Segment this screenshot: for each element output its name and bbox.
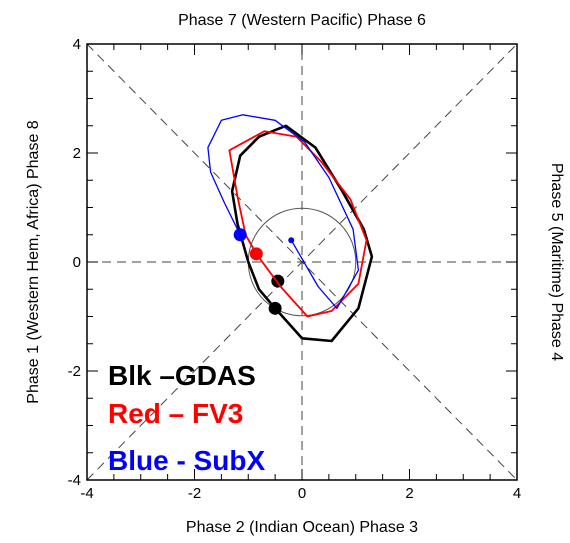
x-tick-label: 4 — [513, 485, 521, 502]
top-phase-label: Phase 7 (Western Pacific) Phase 6 — [178, 12, 426, 29]
y-tick-label: -4 — [68, 472, 81, 489]
x-tick-label: 0 — [298, 485, 306, 502]
axis-ticks: -4 -2 0 2 4 -4 -2 0 2 4 — [68, 36, 522, 502]
series-marker — [268, 301, 282, 315]
x-tick-label: -2 — [188, 485, 201, 502]
legend-subx: Blue - SubX — [108, 445, 265, 476]
series-1 — [228, 130, 368, 318]
series-marker — [249, 247, 263, 261]
series-layer — [207, 114, 374, 343]
series-line — [228, 130, 368, 318]
y-tick-label: 4 — [73, 36, 81, 53]
y-tick-label: 0 — [73, 254, 81, 271]
series-0 — [230, 124, 374, 343]
x-tick-label: 2 — [405, 485, 413, 502]
guide-lines — [86, 43, 518, 481]
legend-gdas: Blk –GDAS — [108, 360, 256, 391]
x-axis-label: Phase 2 (Indian Ocean) Phase 3 — [186, 519, 418, 536]
y-tick-label: -2 — [68, 363, 81, 380]
legend-fv3: Red – FV3 — [108, 398, 243, 429]
series-line — [207, 114, 360, 309]
series-marker — [288, 237, 295, 244]
right-phase-label: Phase 5 (Maritime) Phase 4 — [548, 163, 565, 361]
x-tick-label: -4 — [80, 485, 93, 502]
series-marker — [233, 228, 247, 242]
series-line — [230, 124, 374, 343]
guide-diagonal-falling — [86, 43, 518, 481]
series-2 — [207, 114, 360, 309]
y-axis-label: Phase 1 (Western Hem, Africa) Phase 8 — [25, 120, 42, 403]
y-tick-label: 2 — [73, 145, 81, 162]
